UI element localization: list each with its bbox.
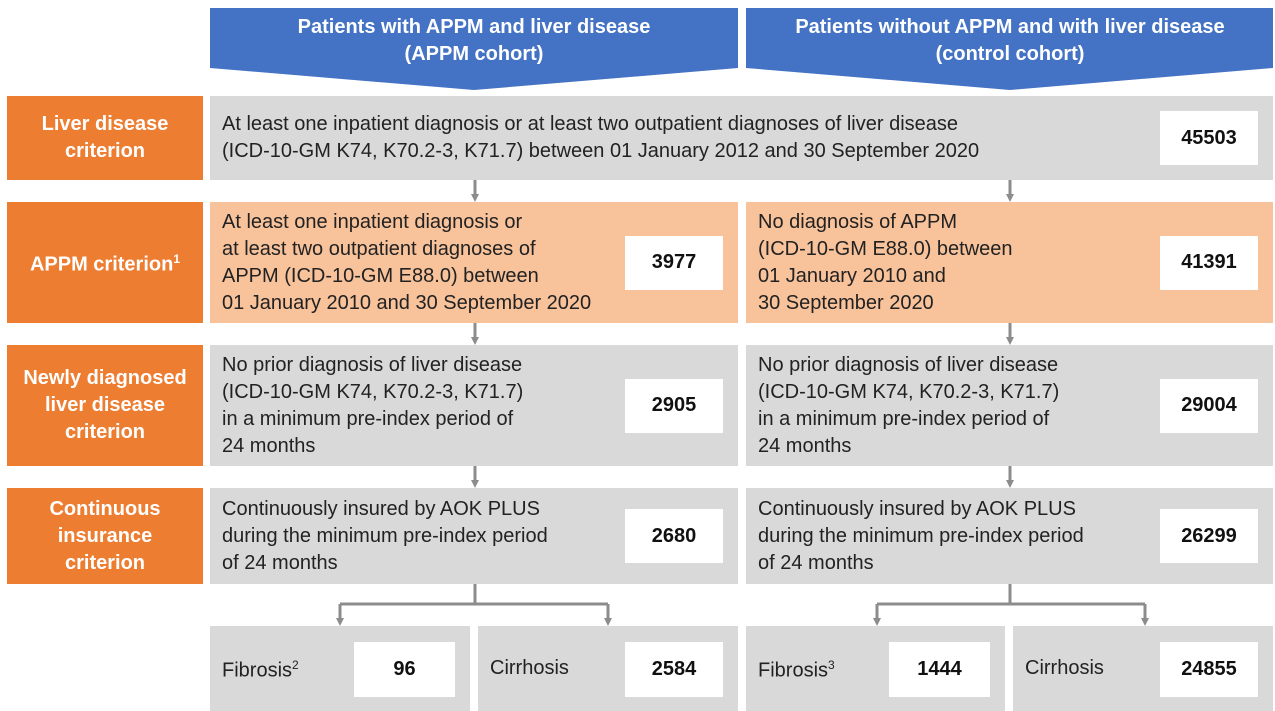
criterion-text: (ICD-10-GM K74, K70.2-3, K71.7) between … [222,140,980,162]
count: 2584 [651,658,697,680]
count-box: 26299 [1160,509,1258,563]
row-label: Newly diagnosed liver disease criterion [7,345,203,466]
column-title: (APPM cohort) [405,43,544,65]
criterion-text: Continuously insured by AOK PLUS [758,497,1076,520]
label-line: Continuous [49,497,161,520]
footnote: 1 [173,252,181,267]
column-title: Patients without APPM and with liver dis… [795,16,1224,38]
count-box: 2584 [625,642,723,697]
outcome-label: Fibrosis3 [758,658,835,682]
label-line: Liver disease [41,113,169,135]
row-label: Liver disease criterion [7,96,203,180]
criterion-text: (ICD-10-GM K74, K70.2-3, K71.7) [758,380,1060,403]
criterion-text: No diagnosis of APPM [758,210,957,233]
label-line: insurance [57,524,153,547]
outcome-label: Fibrosis2 [222,658,299,682]
column-title: Patients with APPM and liver disease [298,16,651,38]
count-box: 96 [354,642,455,697]
criterion-text: At least one inpatient diagnosis or [222,210,523,233]
outcome-label: Cirrhosis [490,657,569,679]
column-title: (control cohort) [936,43,1085,65]
criterion-text: 24 months [758,434,852,457]
count: 3977 [651,251,697,273]
criterion-text: of 24 months [758,551,874,574]
row-label: APPM criterion1 [7,202,203,323]
label-line: Newly diagnosed [23,367,187,389]
outcome-label: Cirrhosis [1025,657,1104,679]
criterion-text: in a minimum pre-index period of [222,407,514,430]
criterion-text: No prior diagnosis of liver disease [758,353,1059,376]
label-line: liver disease [44,394,166,416]
count: 24855 [1181,658,1237,680]
count-box: 45503 [1160,111,1258,165]
criterion-text: (ICD-10-GM K74, K70.2-3, K71.7) [222,380,524,403]
criterion-text: of 24 months [222,551,338,574]
criterion-text: 01 January 2010 and 30 September 2020 [222,291,592,314]
count: 26299 [1181,524,1237,547]
label-line: criterion [64,421,146,443]
arrows [336,180,1149,626]
count: 1444 [917,658,962,680]
count-box: 2905 [625,378,723,433]
count-box: 29004 [1160,378,1258,433]
count-box: 2680 [625,509,723,563]
criterion-text: during the minimum pre-index period [758,524,1084,547]
count: 29004 [1181,394,1237,416]
criterion-text: (ICD-10-GM E88.0) between [758,237,1013,260]
count-box: 41391 [1160,235,1258,290]
criterion-box: At least one inpatient diagnosis or at l… [210,96,1273,180]
footnote: 2 [292,658,299,673]
criterion-text: 24 months [222,434,316,457]
criterion-text: APPM (ICD-10-GM E88.0) between [222,264,539,287]
criterion-text: 01 January 2010 and [758,264,946,287]
count-box: 3977 [625,235,723,290]
count: 41391 [1181,251,1237,273]
criterion-text: Continuously insured by AOK PLUS [222,497,540,520]
count: 2680 [651,524,697,547]
criterion-text: 30 September 2020 [758,291,934,314]
row-label: Continuous insurance criterion [7,488,203,584]
criterion-text: in a minimum pre-index period of [758,407,1050,430]
criterion-text: At least one inpatient diagnosis or at l… [222,113,959,135]
header-shape [210,8,738,90]
label-line: criterion [64,551,146,574]
header-shape [746,8,1273,90]
count: 96 [393,658,416,680]
count: 2905 [651,394,697,416]
criterion-text: No prior diagnosis of liver disease [222,353,523,376]
label-line: APPM criterion1 [29,252,181,276]
count-box: 24855 [1160,642,1258,697]
criterion-text: during the minimum pre-index period [222,524,548,547]
criterion-text: at least two outpatient diagnoses of [222,237,536,260]
count-box: 1444 [889,642,990,697]
footnote: 3 [828,658,835,673]
count: 45503 [1181,126,1237,149]
label-line: criterion [64,140,146,162]
